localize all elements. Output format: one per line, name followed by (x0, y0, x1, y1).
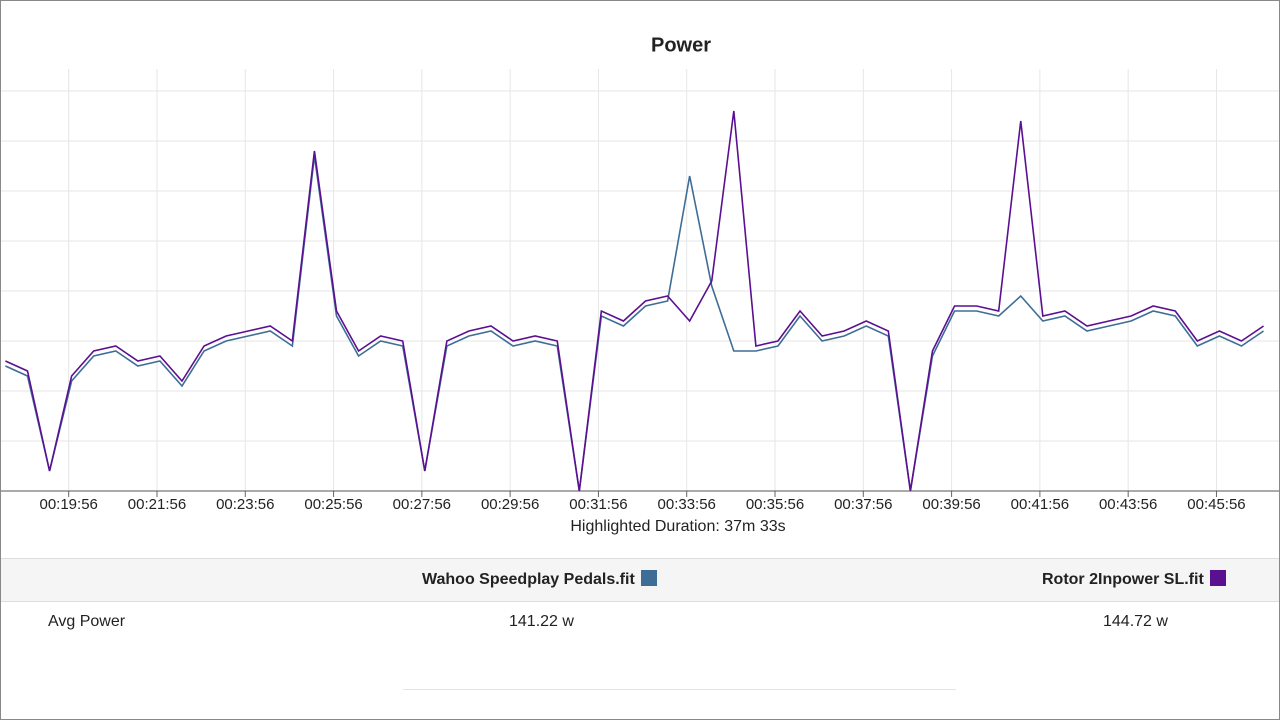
x-tick-label: 00:43:56 (1099, 496, 1157, 513)
x-tick-label: 00:33:56 (658, 496, 716, 513)
chart: Power Highlighted Duration: 37m 33s 00:1… (1, 34, 1279, 535)
x-tick-label: 00:19:56 (39, 496, 97, 513)
legend-swatch (640, 570, 657, 586)
x-tick-label: 00:23:56 (216, 496, 274, 513)
x-tick-label: 00:27:56 (393, 496, 451, 513)
table-header (1, 558, 1279, 602)
column-header: Wahoo Speedplay Pedals.fit (422, 570, 657, 589)
x-tick-label: 00:21:56 (128, 496, 186, 513)
x-tick-label: 00:45:56 (1187, 496, 1245, 513)
chart-title: Power (651, 34, 711, 56)
x-tick-label: 00:39:56 (922, 496, 980, 513)
series-line (5, 155, 1264, 492)
divider (403, 689, 956, 690)
x-axis-label: Highlighted Duration: 37m 33s (570, 518, 785, 535)
x-tick-label: 00:31:56 (569, 496, 627, 513)
column-title: Rotor 2Inpower SL.fit (1042, 571, 1204, 588)
legend-swatch (1209, 570, 1226, 586)
x-tick-label: 00:29:56 (481, 496, 539, 513)
column-header: Rotor 2Inpower SL.fit (1042, 570, 1226, 589)
cell-value: 144.72 w (1103, 613, 1168, 630)
x-tick-label: 00:37:56 (834, 496, 892, 513)
x-tick-label: 00:25:56 (304, 496, 362, 513)
x-tick-label: 00:35:56 (746, 496, 804, 513)
column-title: Wahoo Speedplay Pedals.fit (422, 571, 635, 588)
x-tick-label: 00:41:56 (1011, 496, 1069, 513)
cell-value: 141.22 w (509, 613, 574, 630)
series-line (5, 110, 1264, 492)
row-label: Avg Power (48, 613, 126, 630)
